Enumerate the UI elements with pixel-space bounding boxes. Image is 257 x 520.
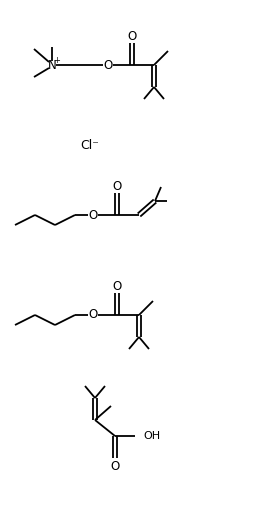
Text: O: O xyxy=(103,59,113,72)
Text: OH: OH xyxy=(143,431,160,441)
Text: O: O xyxy=(112,280,122,292)
Text: N: N xyxy=(48,59,56,72)
Text: O: O xyxy=(110,460,120,473)
Text: O: O xyxy=(112,179,122,192)
Text: +: + xyxy=(53,56,60,64)
Text: O: O xyxy=(127,30,137,43)
Text: Cl⁻: Cl⁻ xyxy=(80,138,99,151)
Text: O: O xyxy=(88,308,98,321)
Text: O: O xyxy=(88,209,98,222)
